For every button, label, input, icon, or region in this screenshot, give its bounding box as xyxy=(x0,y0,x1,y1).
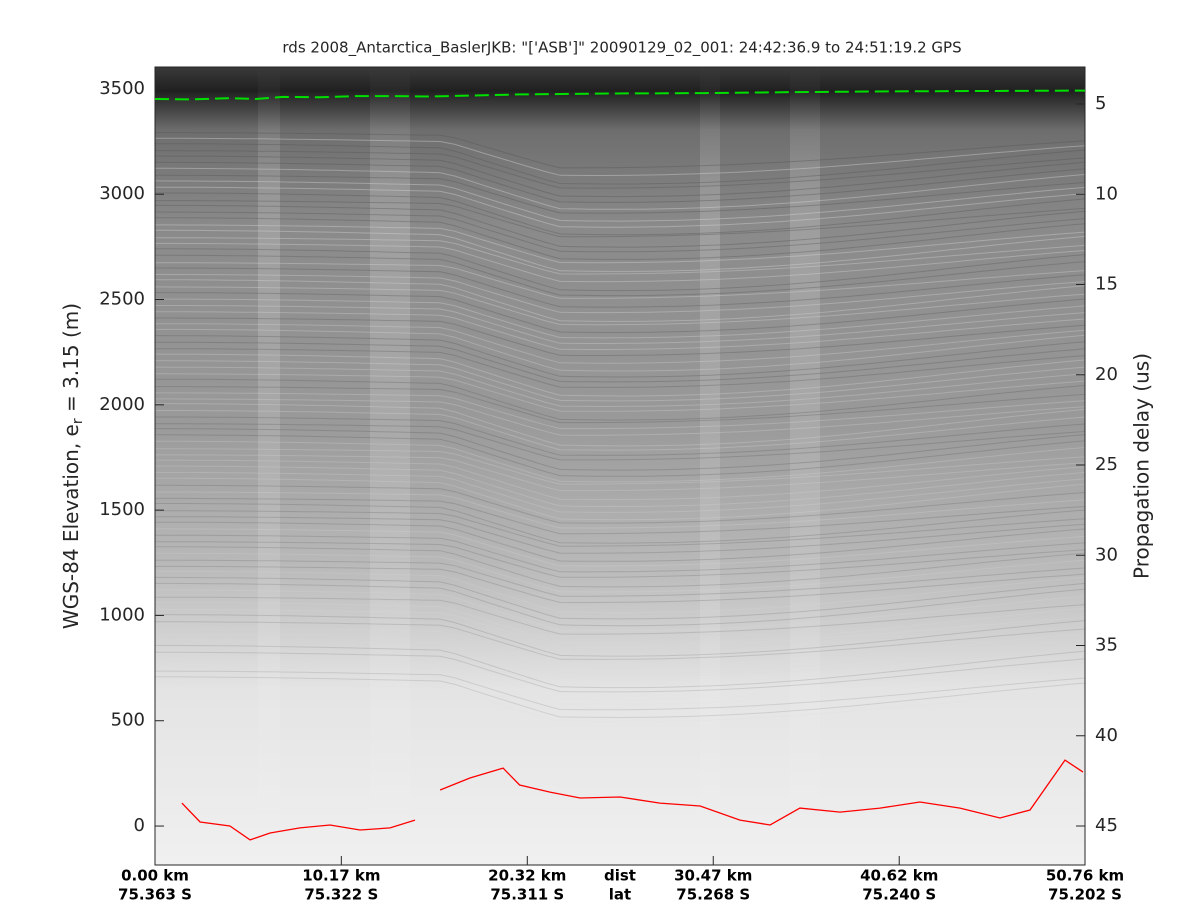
bed-line xyxy=(181,759,1084,841)
x-tick-label: 30.47 km xyxy=(674,867,752,885)
y-tick-label: 2500 xyxy=(99,289,145,310)
row-label: dist xyxy=(604,867,636,885)
x-tick-lat: 75.322 S xyxy=(304,886,378,900)
y-tick-label: 1000 xyxy=(99,604,145,625)
y-label-main: WGS-84 Elevation, e xyxy=(59,424,83,629)
y-label-rest: = 3.15 (m) xyxy=(59,303,83,418)
x-tick-lat: 75.311 S xyxy=(490,886,564,900)
x-tick-label: 20.32 km xyxy=(488,867,566,885)
y2-tick-label: 35 xyxy=(1095,635,1118,656)
x-tick-lat: 75.240 S xyxy=(862,886,936,900)
y-tick-label: 3000 xyxy=(99,183,145,204)
y2-tick-label: 5 xyxy=(1095,93,1106,114)
plot-frame xyxy=(154,66,1086,866)
y-tick-label: 500 xyxy=(111,710,145,731)
radar-image xyxy=(155,67,1085,865)
y2-axis-label: Propagation delay (us) xyxy=(1130,353,1154,579)
y2-tick-label: 15 xyxy=(1095,274,1118,295)
y2-tick-label: 30 xyxy=(1095,544,1118,565)
y-tick-label: 1500 xyxy=(99,499,145,520)
surface-line xyxy=(155,89,1085,101)
y2-tick-label: 25 xyxy=(1095,454,1118,475)
y-axis-label: WGS-84 Elevation, er = 3.15 (m) xyxy=(59,303,87,629)
row-label: lat xyxy=(609,886,631,900)
x-tick-lat: 75.363 S xyxy=(118,886,192,900)
chart-title: rds 2008_Antarctica_BaslerJKB: "['ASB']"… xyxy=(282,39,961,58)
x-tick-label: 50.76 km xyxy=(1046,867,1124,885)
y-label-sub: r xyxy=(70,418,86,424)
x-tick-label: 0.00 km xyxy=(121,867,189,885)
y-tick-label: 0 xyxy=(134,815,145,836)
y-tick-label: 2000 xyxy=(99,394,145,415)
y2-tick-label: 45 xyxy=(1095,815,1118,836)
y2-tick-label: 10 xyxy=(1095,183,1118,204)
x-tick-lat: 75.202 S xyxy=(1048,886,1122,900)
y2-tick-label: 40 xyxy=(1095,725,1118,746)
y2-tick-label: 20 xyxy=(1095,364,1118,385)
x-tick-label: 10.17 km xyxy=(302,867,380,885)
x-tick-lat: 75.268 S xyxy=(676,886,750,900)
x-tick-label: 40.62 km xyxy=(860,867,938,885)
y-tick-label: 3500 xyxy=(99,78,145,99)
